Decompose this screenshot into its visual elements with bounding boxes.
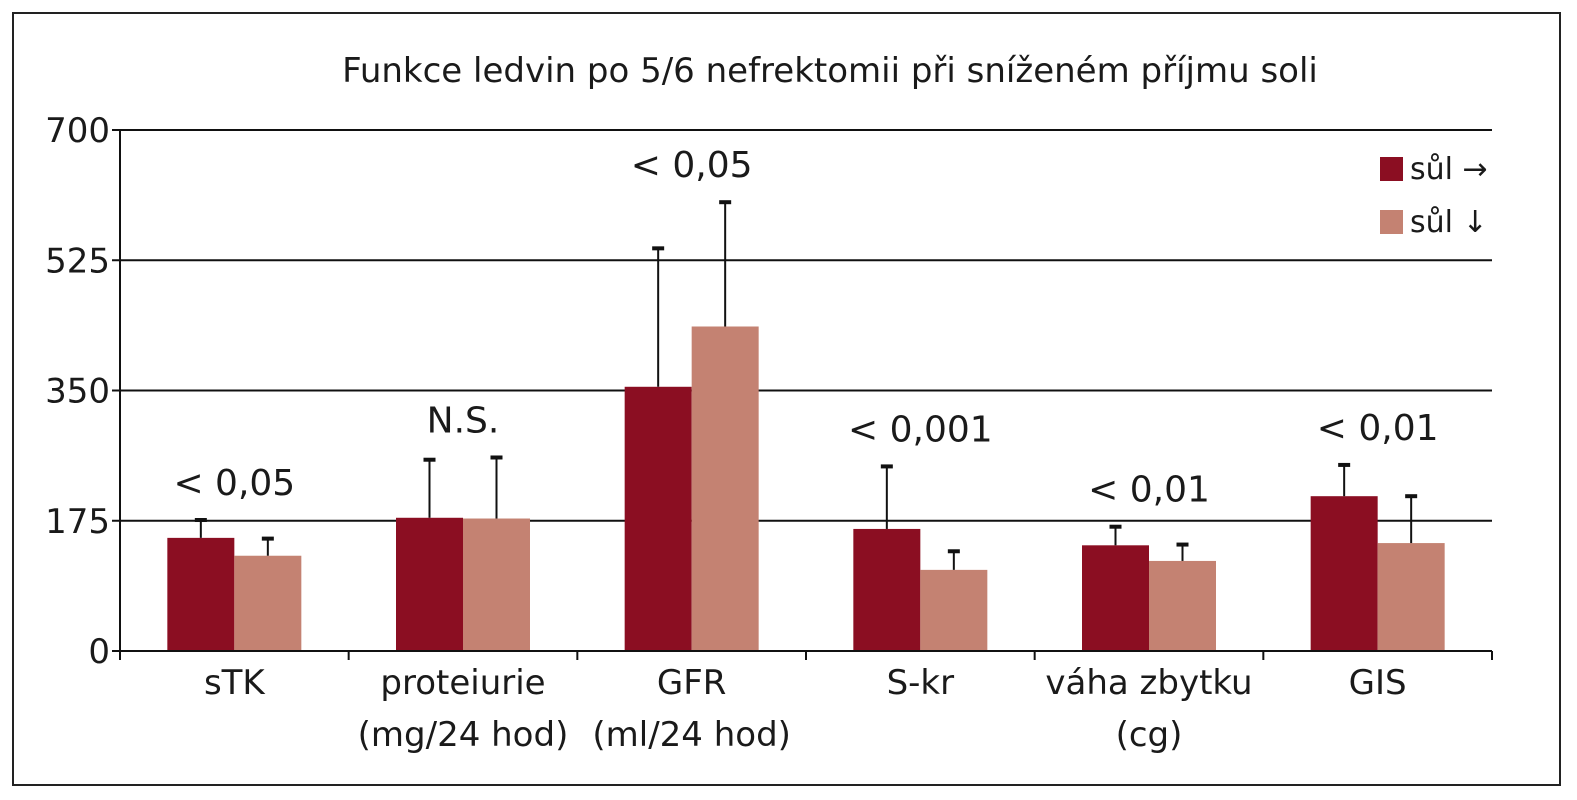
error-cap xyxy=(880,464,893,469)
bar xyxy=(920,569,988,651)
error-cap xyxy=(1109,524,1122,529)
bar xyxy=(1377,543,1445,651)
legend: sůl → sůl ↓ xyxy=(1380,152,1488,240)
y-tick-label: 700 xyxy=(45,111,110,151)
x-tick-label: S-kr xyxy=(887,663,955,703)
significance-label: < 0,05 xyxy=(631,145,753,186)
chart-title: Funkce ledvin po 5/6 nefrektomii při sní… xyxy=(342,51,1318,91)
significance-label: < 0,05 xyxy=(173,463,295,504)
bar xyxy=(1082,545,1149,651)
legend-swatch xyxy=(1380,157,1403,181)
x-tick-label: (ml/24 hod) xyxy=(592,715,791,755)
y-tick-labels: 0 175 350 525 700 xyxy=(45,111,110,672)
bar xyxy=(1310,496,1378,651)
bar xyxy=(463,518,530,651)
error-cap xyxy=(719,200,732,205)
legend-label: sůl ↓ xyxy=(1410,205,1488,240)
significance-label: N.S. xyxy=(427,400,500,441)
bar xyxy=(691,326,759,651)
legend-swatch xyxy=(1380,210,1403,234)
x-tick-label: GIS xyxy=(1349,663,1407,703)
y-tick-label: 350 xyxy=(45,372,110,412)
x-tick-label: (mg/24 hod) xyxy=(358,715,569,755)
bar xyxy=(234,555,302,651)
error-bars xyxy=(194,200,1418,570)
significance-label: < 0,01 xyxy=(1317,408,1439,449)
x-tick-label: (cg) xyxy=(1116,715,1183,755)
legend-label: sůl → xyxy=(1410,152,1488,187)
x-tick-label: sTK xyxy=(204,663,266,703)
bar xyxy=(853,528,921,651)
y-tick-label: 525 xyxy=(45,241,110,281)
significance-label: < 0,001 xyxy=(848,409,993,450)
error-cap xyxy=(194,518,207,523)
error-cap xyxy=(261,536,274,541)
axes xyxy=(112,129,1493,660)
x-tick-label: proteiurie xyxy=(380,663,545,703)
error-cap xyxy=(1176,542,1189,547)
bar xyxy=(396,517,463,651)
bars xyxy=(167,326,1445,651)
y-tick-label: 0 xyxy=(88,632,110,672)
x-tick-labels: sTK proteiurie (mg/24 hod) GFR (ml/24 hod) S-… xyxy=(204,663,1407,755)
bar xyxy=(624,386,692,651)
error-cap xyxy=(1338,462,1351,467)
significance-label: < 0,01 xyxy=(1088,470,1210,511)
x-tick-label: váha zbytku xyxy=(1045,663,1252,703)
error-cap xyxy=(947,549,960,554)
bar xyxy=(167,537,235,651)
error-cap xyxy=(490,455,503,460)
gridlines xyxy=(120,129,1492,522)
error-cap xyxy=(423,457,436,462)
y-tick-label: 175 xyxy=(45,502,110,542)
x-tick-label: GFR xyxy=(657,663,727,703)
significance-labels: < 0,05 N.S. < 0,05 < 0,001 < 0,01 < 0,01 xyxy=(173,145,1438,511)
error-cap xyxy=(652,246,665,251)
error-cap xyxy=(1405,494,1418,499)
bar xyxy=(1149,560,1216,651)
chart-frame xyxy=(12,12,1561,786)
